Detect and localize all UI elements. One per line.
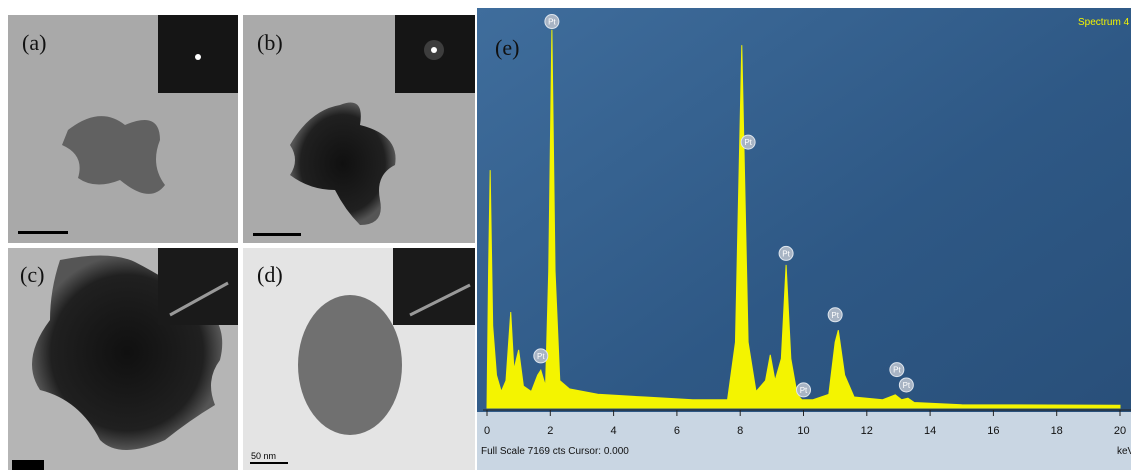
x-tick-label: 18 [1051,425,1063,437]
x-tick-label: 10 [797,425,809,437]
panel-label: (b) [257,30,283,55]
scale-bar [253,233,301,236]
x-tick-label: 0 [484,425,490,437]
inset-spot [431,47,437,53]
spectrum-title: Spectrum 4 [1078,17,1130,28]
axis-strip [477,412,1131,470]
x-unit: keV [1117,446,1131,457]
figure: (a) (b) (c) 50 nm (d) (e) Spectrum 4 Ful… [0,0,1131,470]
x-tick-label: 12 [861,425,873,437]
peak-label: Pt [903,381,911,390]
peak-label: Pt [782,249,790,258]
panel-label: (a) [22,30,46,55]
panel-label: (c) [20,262,44,287]
panel-label: (d) [257,262,283,287]
peak-label: Pt [800,386,808,395]
peak-label: Pt [537,352,545,361]
x-tick-label: 4 [611,425,617,437]
scale-bar-label: 50 nm [251,451,276,461]
x-tick-label: 20 [1114,425,1126,437]
page: (a) (b) (c) 50 nm (d) (e) Spectrum 4 Ful… [0,0,1131,470]
x-tick-label: 2 [547,425,553,437]
peak-label: Pt [893,366,901,375]
x-tick-label: 8 [737,425,743,437]
x-tick-label: 6 [674,425,680,437]
x-tick-label: 16 [987,425,999,437]
inset [393,248,475,325]
peak-label: Pt [548,18,556,27]
panel-label: (e) [495,35,519,60]
particle [298,295,402,435]
peak-label: Pt [831,311,839,320]
scale-bar [12,460,44,470]
peak-label: Pt [744,138,752,147]
footer: Full Scale 7169 cts Cursor: 0.000 [481,446,629,457]
inset-spot [195,54,201,60]
scale-bar [18,231,68,234]
x-tick-label: 14 [924,425,936,437]
spectrum-panel: (e) Spectrum 4 Full Scale 7169 cts Curso… [477,8,1131,470]
